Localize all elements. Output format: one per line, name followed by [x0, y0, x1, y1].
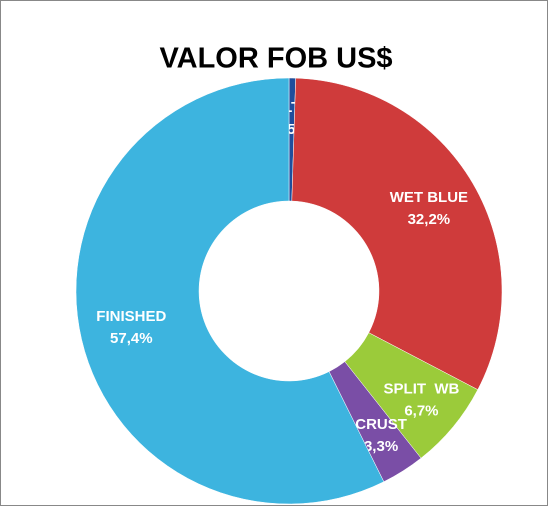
- slice-label: SPLIT WB: [384, 381, 460, 398]
- slice-value-label: 32,2%: [408, 211, 451, 228]
- slice-value-label: 3,3%: [364, 438, 398, 455]
- slice-label: FINISHED: [96, 308, 166, 325]
- donut-slice: [291, 77, 503, 391]
- slice-value-label: 6,7%: [404, 403, 438, 420]
- slice-value-label: 57,4%: [110, 330, 153, 347]
- donut-slice: [75, 77, 385, 505]
- chart-title: VALOR FOB US$: [159, 43, 392, 75]
- slice-label: WET BLUE: [390, 189, 468, 206]
- slice-label: CRUST: [355, 416, 407, 433]
